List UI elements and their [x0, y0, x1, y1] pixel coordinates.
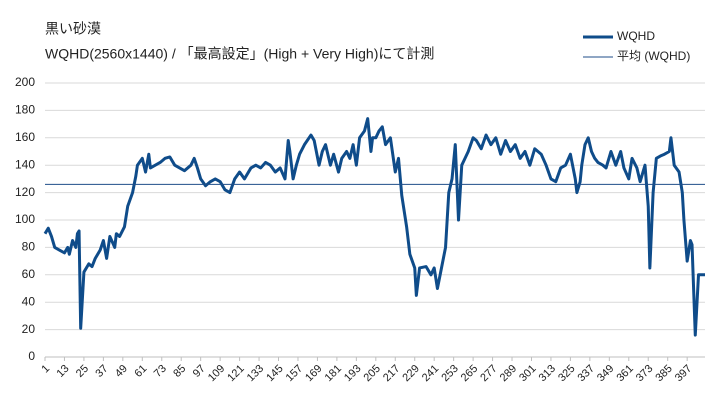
- x-tick-label: 169: [303, 363, 324, 384]
- x-tick-label: 325: [556, 363, 577, 384]
- y-tick-label: 180: [15, 103, 35, 117]
- x-tick-label: 97: [191, 363, 208, 380]
- chart-subtitle: WQHD(2560x1440) / 「最高設定」(High + Very Hig…: [45, 46, 434, 62]
- x-tick-label: 313: [537, 363, 558, 384]
- x-tick-label: 133: [245, 363, 266, 384]
- x-tick-label: 13: [54, 363, 71, 380]
- x-tick-label: 349: [595, 363, 616, 384]
- x-tick-label: 385: [653, 363, 674, 384]
- x-tick-label: 73: [152, 363, 169, 380]
- series-line: [43, 117, 705, 337]
- x-tick-label: 49: [113, 363, 130, 380]
- x-tick-label: 193: [342, 363, 363, 384]
- y-tick-label: 0: [28, 349, 35, 363]
- y-tick-label: 120: [15, 185, 35, 199]
- y-tick-label: 160: [15, 130, 35, 144]
- x-tick-label: 289: [498, 363, 519, 384]
- x-tick-label: 397: [673, 363, 694, 384]
- x-tick-label: 121: [225, 363, 246, 384]
- x-tick-label: 157: [284, 363, 305, 384]
- x-tick-label: 85: [171, 363, 188, 380]
- y-tick-label: 80: [22, 240, 36, 254]
- x-tick-label: 373: [634, 363, 655, 384]
- x-tick-label: 361: [614, 363, 635, 384]
- x-tick-label: 205: [362, 363, 383, 384]
- x-tick-label: 109: [206, 363, 227, 384]
- x-tick-label: 337: [576, 363, 597, 384]
- x-tick-label: 241: [420, 363, 441, 384]
- y-tick-label: 140: [15, 157, 35, 171]
- x-tick-label: 145: [264, 363, 285, 384]
- x-tick-label: 37: [93, 363, 110, 380]
- x-tick-label: 25: [74, 363, 91, 380]
- x-tick-label: 217: [381, 363, 402, 384]
- x-tick-label: 61: [132, 363, 149, 380]
- x-tick-label: 253: [439, 363, 460, 384]
- x-tick-label: 1: [39, 363, 52, 376]
- x-tick-label: 277: [478, 363, 499, 384]
- x-tick-label: 301: [517, 363, 538, 384]
- legend-label: WQHD: [617, 29, 655, 43]
- y-tick-label: 200: [15, 75, 35, 89]
- y-tick-label: 60: [22, 267, 36, 281]
- chart-title: 黒い砂漠: [45, 21, 101, 37]
- y-tick-label: 100: [15, 212, 35, 226]
- legend-label: 平均 (WQHD): [617, 49, 690, 63]
- y-tick-label: 20: [22, 322, 36, 336]
- x-tick-label: 265: [459, 363, 480, 384]
- x-tick-label: 181: [323, 363, 344, 384]
- x-tick-label: 229: [400, 363, 421, 384]
- y-tick-label: 40: [22, 294, 36, 308]
